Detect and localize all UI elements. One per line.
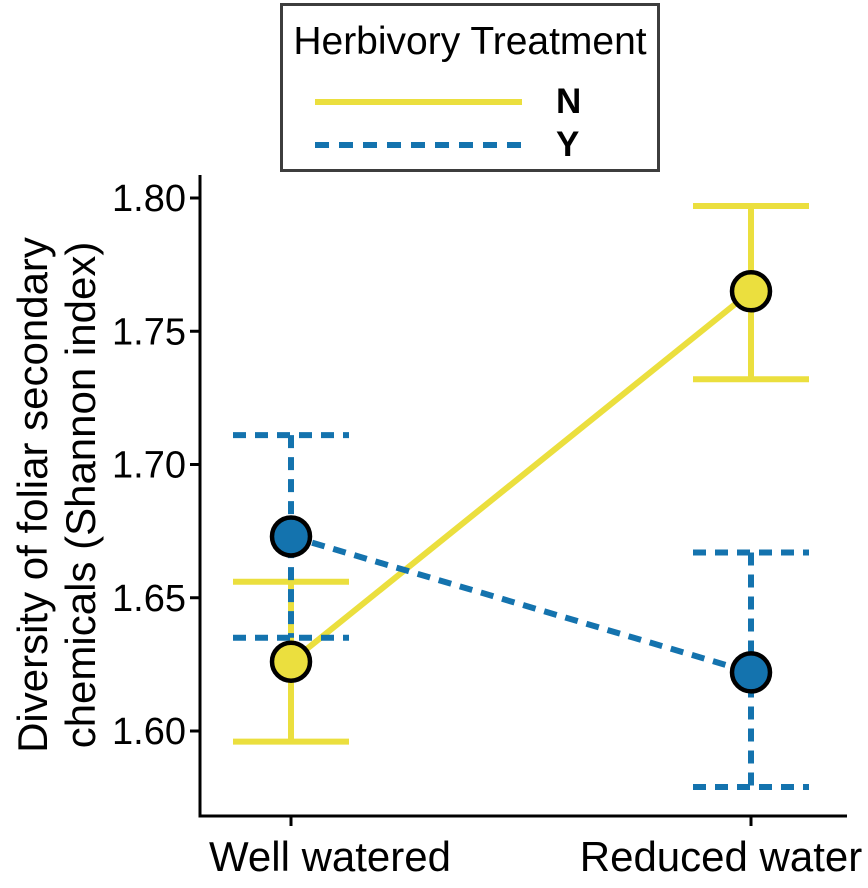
legend-item-y-label: Y [556, 125, 580, 164]
legend-item-y: Y [315, 127, 579, 163]
legend-item-n: N [315, 84, 581, 120]
y-axis-title: Diversity of foliar secondary chemicals … [9, 237, 105, 753]
y-tick-label: 1.75 [112, 311, 186, 353]
legend: Herbivory Treatment N Y [280, 3, 660, 172]
data-point-y-1 [729, 651, 773, 694]
data-point-n-0 [269, 640, 313, 683]
series-n-group [233, 202, 809, 745]
y-tick-label: 1.80 [112, 178, 186, 220]
legend-swatch-solid-line-icon [315, 99, 522, 105]
legend-swatch-dashed-line-icon [315, 142, 522, 148]
y-axis-title-line1: Diversity of foliar secondary [9, 237, 56, 753]
data-point-y-0 [269, 515, 313, 558]
legend-title: Herbivory Treatment [293, 20, 647, 63]
axes-group: 1.60 1.65 1.70 1.75 1.80 Well watered Reduced … [112, 175, 862, 880]
series-line-y [290, 533, 752, 676]
x-category-label: Reduced water [580, 833, 863, 880]
data-point-n-1 [729, 270, 773, 313]
y-tick-label: 1.60 [112, 711, 186, 753]
y-tick-label: 1.70 [112, 445, 186, 487]
series-line-n [289, 288, 753, 665]
legend-item-n-label: N [556, 82, 582, 121]
y-axis-title-line2: chemicals (Shannon index) [57, 241, 104, 749]
x-category-label: Well watered [209, 833, 451, 880]
series-y-group [233, 432, 809, 790]
data-points-group [269, 270, 773, 694]
y-tick-label: 1.65 [112, 578, 186, 620]
